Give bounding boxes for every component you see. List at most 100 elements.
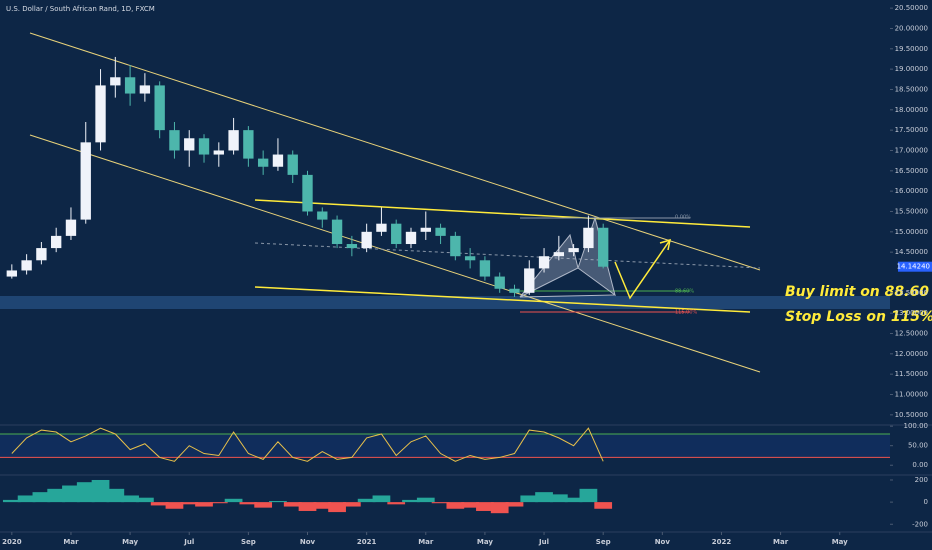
candle-body (509, 288, 520, 293)
candle-body (376, 223, 387, 232)
candle-body (302, 174, 313, 212)
y-tick-label: 200 (915, 476, 928, 484)
y-tick-label: 12.00000 (895, 350, 928, 358)
candle-body (287, 154, 298, 175)
histogram-bar (579, 488, 598, 503)
histogram-bar (283, 502, 302, 507)
buy-note: Buy limit on 88.60 (785, 284, 929, 300)
histogram-bar (106, 488, 125, 503)
channel-upper (29, 32, 761, 271)
y-tick-label: 50.00 (908, 442, 928, 450)
y-tick-label: 0.00 (912, 461, 928, 469)
range-top (254, 199, 751, 228)
histogram-bar (594, 502, 613, 509)
histogram-bar (431, 502, 450, 504)
histogram-bar (461, 502, 480, 508)
y-tick-label: 17.50000 (895, 126, 928, 134)
y-tick-label: 18.00000 (895, 106, 928, 114)
y-tick-label: 15.50000 (895, 207, 928, 215)
oscillator-line (11, 427, 604, 462)
y-tick-label: 11.00000 (895, 390, 928, 398)
histogram-bar (372, 495, 391, 503)
y-tick-label: 10.50000 (895, 411, 928, 419)
candle-body (213, 150, 224, 155)
histogram-bar (490, 502, 509, 514)
histogram-bar (416, 497, 435, 503)
fib-label: 115.00% (675, 310, 697, 316)
candle-body (6, 270, 18, 277)
candle-body (243, 130, 254, 159)
histogram-bar (313, 502, 332, 509)
histogram-bar (62, 485, 80, 503)
support-zone (0, 296, 890, 309)
candle-body (553, 252, 565, 257)
range-bottom (254, 286, 751, 313)
range-mid (254, 242, 761, 269)
candle-body (479, 260, 491, 277)
histogram-bar (446, 502, 465, 509)
histogram-bar (342, 502, 361, 507)
candle-body (464, 256, 476, 261)
candle-body (51, 235, 62, 249)
y-tick-label: 13.50000 (895, 289, 928, 297)
candle-body (169, 130, 180, 151)
x-tick-label: Mar (418, 538, 434, 546)
x-tick-label: May (122, 538, 138, 546)
fib-label: 0.00% (675, 215, 691, 221)
x-tick-label: Nov (300, 538, 316, 546)
x-tick-label: Sep (596, 538, 611, 546)
histogram-bar (298, 502, 317, 511)
candle-body (583, 227, 594, 249)
chart-title: U.S. Dollar / South African Rand, 1D, FX… (6, 5, 155, 13)
histogram-bar (476, 502, 494, 511)
y-tick-label: 11.50000 (895, 370, 928, 378)
candle-body (538, 256, 550, 269)
candle-body (317, 211, 328, 220)
histogram-bar (209, 502, 228, 504)
y-tick-label: 100.00 (904, 422, 929, 430)
candle-body (36, 248, 47, 261)
candle-body (391, 223, 402, 245)
x-tick-label: 2021 (357, 538, 377, 546)
x-tick-label: Sep (241, 538, 256, 546)
projection-arrow (614, 239, 671, 300)
x-tick-label: May (832, 538, 848, 546)
candle-body (65, 219, 77, 236)
candle-body (420, 227, 431, 232)
candle-body (198, 138, 210, 155)
candle-body (257, 158, 269, 167)
candle-body (524, 268, 535, 293)
x-tick-label: 2020 (2, 538, 22, 546)
y-tick-label: 17.00000 (895, 146, 928, 154)
histogram-bar (32, 492, 51, 503)
y-tick-label: 16.00000 (895, 187, 928, 195)
candle-body (405, 231, 417, 245)
histogram-bar (150, 502, 169, 506)
histogram-bar (47, 488, 66, 503)
candle-body (95, 85, 106, 143)
candle-body (139, 85, 151, 94)
y-tick-label: 16.50000 (895, 167, 928, 175)
level-band (0, 433, 890, 458)
histogram-bar (387, 502, 406, 505)
x-tick-label: Jul (538, 538, 549, 546)
last-price-box (898, 261, 932, 272)
histogram-bar (357, 498, 376, 503)
histogram-bar (520, 495, 539, 503)
histogram-bar (224, 498, 243, 503)
candle-body (110, 77, 121, 86)
histogram-bar (535, 492, 553, 503)
x-tick-label: Mar (773, 538, 789, 546)
candle-body (124, 77, 136, 94)
x-tick-label: Nov (655, 538, 671, 546)
histogram-bar (121, 495, 139, 503)
candle-body (80, 142, 91, 220)
histogram-bar (549, 494, 568, 503)
histogram-bar (165, 502, 184, 509)
y-tick-label: 18.50000 (895, 85, 928, 93)
histogram-bar (91, 479, 110, 503)
arrow-head (659, 238, 671, 251)
stop-note: Stop Loss on 115% (785, 309, 932, 325)
x-tick-label: May (477, 538, 493, 546)
histogram-bar (2, 499, 21, 503)
